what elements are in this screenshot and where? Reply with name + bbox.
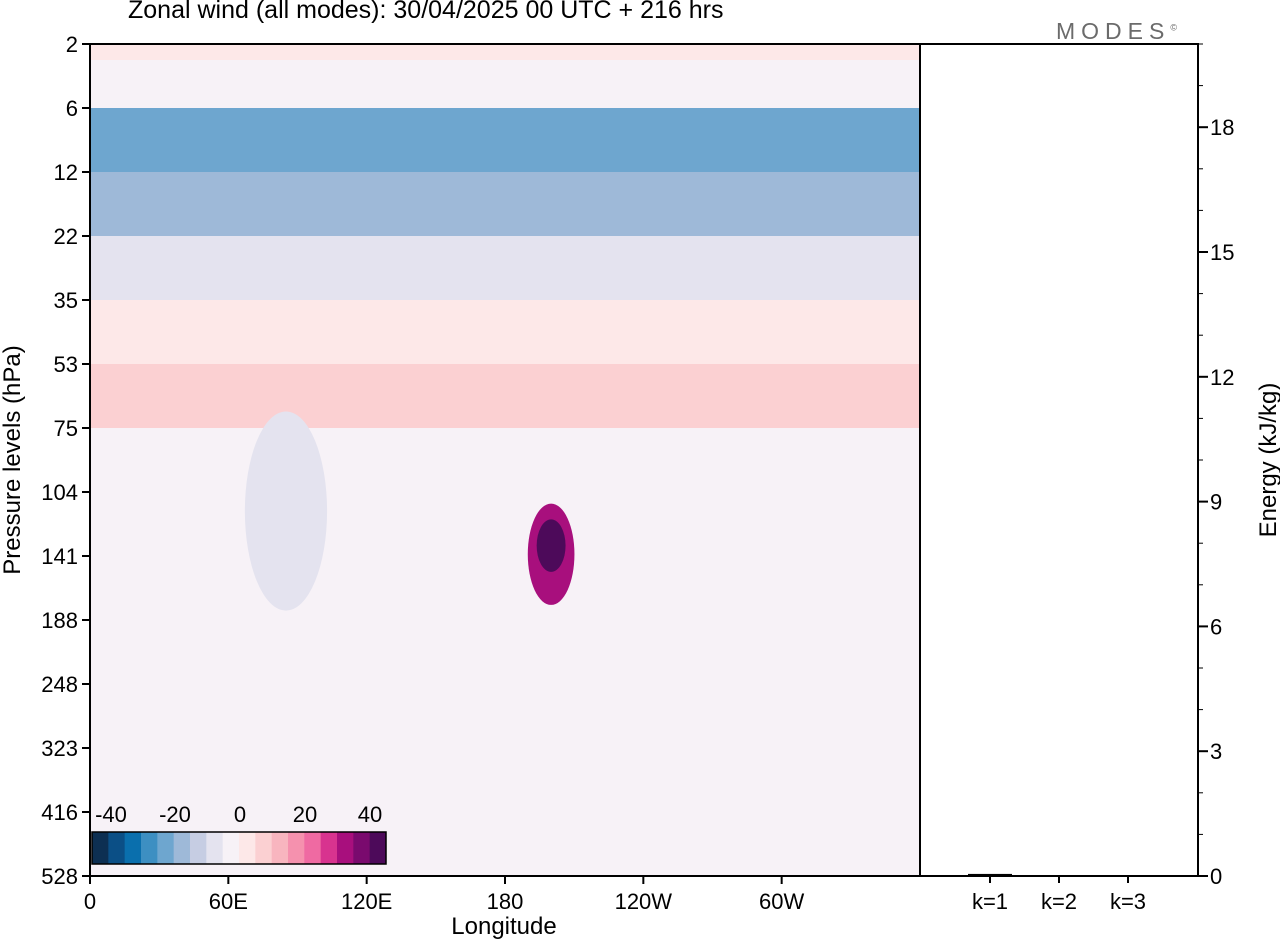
energy-tick-label-6: 18 <box>1210 115 1234 140</box>
y-tick-label-2: 12 <box>54 160 78 185</box>
band-2 <box>90 76 920 108</box>
colorbar-label-0: -40 <box>95 802 127 827</box>
y-tick-label-6: 75 <box>54 416 78 441</box>
band-3 <box>90 108 920 172</box>
energy-bar-2 <box>1106 875 1150 877</box>
x-tick-label-4: 120W <box>615 889 673 914</box>
energy-tick-label-1: 3 <box>1210 739 1222 764</box>
colorbar-swatch-14 <box>320 832 338 864</box>
y-tick-label-1: 6 <box>66 96 78 121</box>
energy-tick-label-2: 6 <box>1210 614 1222 639</box>
colorbar-swatch-4 <box>157 832 175 864</box>
colorbar-swatch-2 <box>124 832 142 864</box>
energy-panel-frame <box>919 43 1199 877</box>
x-tick-label-0: 0 <box>84 889 96 914</box>
feature-2 <box>536 519 566 572</box>
band-0 <box>90 44 920 60</box>
zonal-wind-heatmap <box>90 44 920 876</box>
band-6 <box>90 300 920 364</box>
colorbar-swatch-9 <box>239 832 256 864</box>
y-tick-label-4: 35 <box>54 288 78 313</box>
x-tick-label-5: 60W <box>759 889 804 914</box>
y-tick-label-7: 104 <box>41 480 78 505</box>
energy-tick-label-0: 0 <box>1210 864 1222 889</box>
energy-tick-label-3: 9 <box>1210 490 1222 515</box>
colorbar-label-3: 20 <box>293 802 317 827</box>
colorbar-label-1: -20 <box>159 802 191 827</box>
energy-bar-0 <box>968 873 1012 876</box>
colorbar: -40 -20 0 20 40 <box>91 802 387 865</box>
colorbar-swatch-8 <box>222 832 240 864</box>
energy-tick-label-4: 12 <box>1210 365 1234 390</box>
band-7 <box>90 364 920 428</box>
y-tick-label-12: 416 <box>41 800 78 825</box>
energy-category-label-2: k=3 <box>1110 889 1146 914</box>
colorbar-swatch-0 <box>92 832 109 864</box>
energy-category-label-0: k=1 <box>972 889 1008 914</box>
colorbar-swatch-16 <box>353 832 371 864</box>
chart-title: Zonal wind (all modes): 30/04/2025 00 UT… <box>128 0 724 24</box>
colorbar-label-2: 0 <box>234 802 246 827</box>
colorbar-label-4: 40 <box>358 802 382 827</box>
y-tick-label-5: 53 <box>54 352 78 377</box>
band-1 <box>90 60 920 76</box>
colorbar-swatch-7 <box>206 832 224 864</box>
colorbar-swatch-1 <box>108 832 126 864</box>
feature-0 <box>244 411 328 611</box>
colorbar-swatch-15 <box>337 832 354 864</box>
y-axis: 2 6 12 22 35 53 75 104 141 188 248 323 416 528 <box>41 32 90 889</box>
y-tick-label-10: 248 <box>41 672 78 697</box>
x-tick-label-1: 60E <box>209 889 248 914</box>
y-tick-label-13: 528 <box>41 864 78 889</box>
energy-category-label-1: k=2 <box>1041 889 1077 914</box>
energy-bar-1 <box>1037 875 1081 877</box>
x-axis: 0 60E 120E 180 120W 60W <box>84 876 805 914</box>
y-tick-label-0: 2 <box>66 32 78 57</box>
colorbar-frame <box>91 831 387 865</box>
colorbar-swatch-17 <box>369 832 387 864</box>
energy-axis-label: Energy (kJ/kg) <box>1255 383 1280 538</box>
colorbar-swatch-10 <box>255 832 273 864</box>
colorbar-swatch-6 <box>190 832 207 864</box>
y-tick-label-8: 141 <box>41 544 78 569</box>
y-tick-label-3: 22 <box>54 224 78 249</box>
x-axis-label: Longitude <box>451 913 556 940</box>
modes-logo: MODES© <box>1056 18 1177 45</box>
copyright-mark: © <box>1170 22 1177 33</box>
colorbar-swatch-12 <box>288 832 305 864</box>
brand-text: MODES <box>1056 18 1171 44</box>
y-tick-label-9: 188 <box>41 608 78 633</box>
colorbar-swatch-11 <box>271 832 289 864</box>
band-8 <box>90 428 920 876</box>
x-tick-label-2: 120E <box>341 889 392 914</box>
band-4 <box>90 172 920 236</box>
colorbar-swatch-13 <box>304 832 322 864</box>
colorbar-swatch-3 <box>141 832 158 864</box>
y-axis-label: Pressure levels (hPa) <box>0 345 26 574</box>
energy-bar-chart: 0 3 6 9 12 15 18 k=1 k=2 k=3 <box>968 43 1234 914</box>
energy-tick-label-5: 15 <box>1210 240 1234 265</box>
y-tick-label-11: 323 <box>41 736 78 761</box>
band-5 <box>90 236 920 300</box>
x-tick-label-3: 180 <box>487 889 524 914</box>
colorbar-swatch-5 <box>173 832 191 864</box>
